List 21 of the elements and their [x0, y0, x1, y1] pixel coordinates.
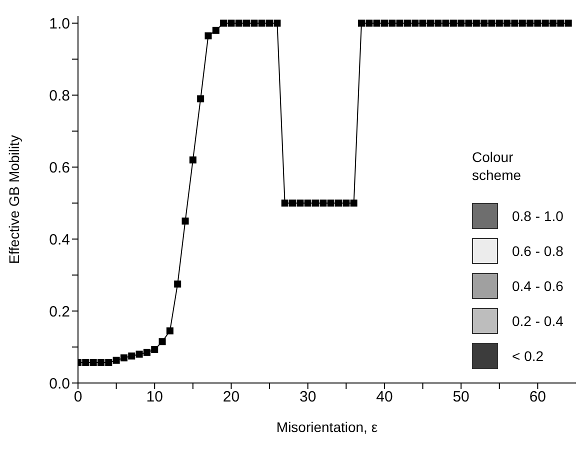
x-tick-label: 30 [300, 388, 316, 406]
x-tick-label: 0 [74, 388, 82, 406]
x-tick-label: 40 [376, 388, 393, 406]
y-tick-label: 0.6 [49, 159, 70, 176]
x-tick-label: 10 [146, 388, 163, 406]
x-tick-label: 60 [529, 388, 546, 406]
y-axis-title: Effective GB Mobility [6, 135, 22, 264]
y-tick-label: 0.8 [49, 87, 70, 104]
annotation: 0.8 - 1.0 [512, 208, 564, 224]
annotation: < 0.2 [512, 348, 544, 364]
y-tick-label: 0.0 [49, 375, 70, 392]
y-tick-label: 1.0 [49, 16, 70, 33]
y-tick-label: 0.4 [49, 231, 70, 248]
annotation: 0.2 - 0.4 [512, 312, 564, 328]
x-tick-label: 50 [452, 388, 470, 406]
annotation: Colour scheme [472, 148, 522, 184]
x-axis-title: Misorientation, ε [276, 419, 378, 435]
annotation: 0.6 - 0.8 [512, 242, 564, 258]
x-tick-label: 20 [222, 388, 240, 406]
y-tick-label: 0.2 [49, 303, 70, 320]
annotation: 0.4 - 0.6 [512, 278, 564, 294]
